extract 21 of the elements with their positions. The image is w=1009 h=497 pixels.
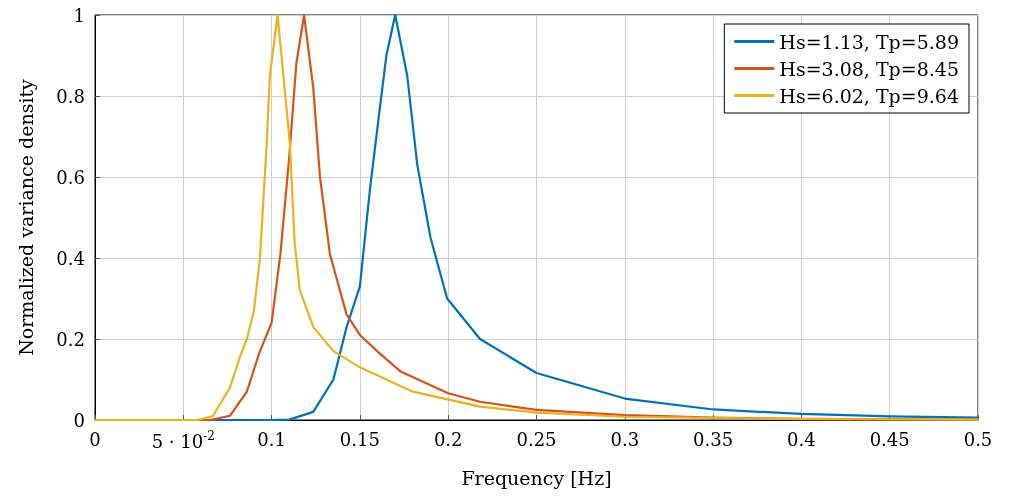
x-tick-label: 0.1 <box>257 428 286 450</box>
y-tick-label: 1 <box>73 4 85 26</box>
y-axis-title: Normalized variance density <box>14 78 37 356</box>
x-tick-label: 0.3 <box>610 428 640 450</box>
x-tick-label: 0.15 <box>339 428 380 450</box>
x-tick-label: 0 <box>89 428 101 450</box>
y-tick-label: 0.4 <box>56 247 85 269</box>
legend-label: Hs=3.08, Tp=8.45 <box>779 57 959 80</box>
legend-label: Hs=6.02, Tp=9.64 <box>779 84 959 107</box>
y-tick-label: 0 <box>73 409 85 431</box>
y-tick-label: 0.2 <box>56 328 85 350</box>
y-tick-label: 0.8 <box>56 85 85 107</box>
x-tick-label: 0.45 <box>869 428 910 450</box>
x-tick-label: 0.4 <box>787 428 816 450</box>
x-axis-title: Frequency [Hz] <box>461 466 612 489</box>
y-tick-label: 0.6 <box>56 166 85 188</box>
x-tick-label: 0.2 <box>433 428 463 450</box>
x-tick-label: 0.5 <box>963 428 993 450</box>
legend-label: Hs=1.13, Tp=5.89 <box>779 30 959 53</box>
x-tick-label: 0.25 <box>516 428 557 450</box>
x-tick-label: 0.35 <box>693 428 734 450</box>
